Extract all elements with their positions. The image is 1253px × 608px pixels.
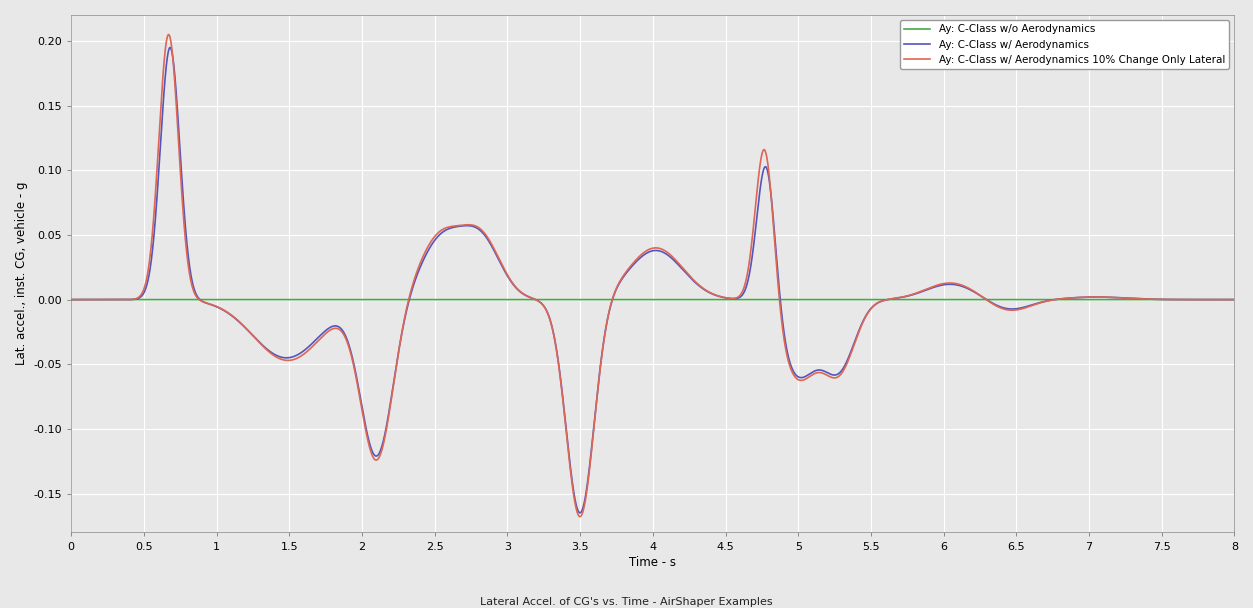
Ay: C-Class w/o Aerodynamics: (4.73, 0): C-Class w/o Aerodynamics: (4.73, 0)	[752, 296, 767, 303]
Ay: C-Class w/ Aerodynamics 10% Change Only Lateral: (2.9, 0.0416): C-Class w/ Aerodynamics 10% Change Only …	[485, 242, 500, 249]
Ay: C-Class w/o Aerodynamics: (0, 0): C-Class w/o Aerodynamics: (0, 0)	[64, 296, 79, 303]
Ay: C-Class w/ Aerodynamics 10% Change Only Lateral: (3.5, -0.168): C-Class w/ Aerodynamics 10% Change Only …	[573, 513, 588, 520]
Legend: Ay: C-Class w/o Aerodynamics, Ay: C-Class w/ Aerodynamics, Ay: C-Class w/ Aerody: Ay: C-Class w/o Aerodynamics, Ay: C-Clas…	[900, 20, 1229, 69]
Text: Lateral Accel. of CG's vs. Time - AirShaper Examples: Lateral Accel. of CG's vs. Time - AirSha…	[480, 597, 773, 607]
Ay: C-Class w/ Aerodynamics 10% Change Only Lateral: (5.93, 0.0103): C-Class w/ Aerodynamics 10% Change Only …	[926, 283, 941, 290]
Ay: C-Class w/o Aerodynamics: (5.93, 0): C-Class w/o Aerodynamics: (5.93, 0)	[926, 296, 941, 303]
Ay: C-Class w/ Aerodynamics 10% Change Only Lateral: (0.402, 6.93e-05): C-Class w/ Aerodynamics 10% Change Only …	[122, 296, 137, 303]
Ay: C-Class w/ Aerodynamics: (2.9, 0.0402): C-Class w/ Aerodynamics: (2.9, 0.0402)	[485, 244, 500, 251]
Ay: C-Class w/ Aerodynamics: (5.08, -0.057): C-Class w/ Aerodynamics: (5.08, -0.057)	[803, 370, 818, 377]
Ay: C-Class w/ Aerodynamics 10% Change Only Lateral: (8, 2.52e-08): C-Class w/ Aerodynamics 10% Change Only …	[1227, 296, 1242, 303]
Line: Ay: C-Class w/ Aerodynamics: Ay: C-Class w/ Aerodynamics	[71, 47, 1234, 513]
Ay: C-Class w/ Aerodynamics 10% Change Only Lateral: (4.74, 0.103): C-Class w/ Aerodynamics 10% Change Only …	[752, 163, 767, 170]
Ay: C-Class w/ Aerodynamics: (6.36, -0.0041): C-Class w/ Aerodynamics: (6.36, -0.0041)	[989, 302, 1004, 309]
Ay: C-Class w/o Aerodynamics: (0.402, 0): C-Class w/o Aerodynamics: (0.402, 0)	[122, 296, 137, 303]
Ay: C-Class w/o Aerodynamics: (2.9, 0): C-Class w/o Aerodynamics: (2.9, 0)	[485, 296, 500, 303]
X-axis label: Time - s: Time - s	[629, 556, 677, 568]
Line: Ay: C-Class w/ Aerodynamics 10% Change Only Lateral: Ay: C-Class w/ Aerodynamics 10% Change O…	[71, 35, 1234, 517]
Ay: C-Class w/ Aerodynamics: (0.68, 0.195): C-Class w/ Aerodynamics: (0.68, 0.195)	[163, 44, 178, 51]
Ay: C-Class w/ Aerodynamics 10% Change Only Lateral: (0, -8.07e-11): C-Class w/ Aerodynamics 10% Change Only …	[64, 296, 79, 303]
Ay: C-Class w/ Aerodynamics: (5.93, 0.00953): C-Class w/ Aerodynamics: (5.93, 0.00953)	[926, 284, 941, 291]
Ay: C-Class w/ Aerodynamics 10% Change Only Lateral: (0.67, 0.205): C-Class w/ Aerodynamics 10% Change Only …	[162, 31, 177, 38]
Ay: C-Class w/ Aerodynamics: (0, -1.01e-10): C-Class w/ Aerodynamics: (0, -1.01e-10)	[64, 296, 79, 303]
Ay: C-Class w/o Aerodynamics: (6.36, 0): C-Class w/o Aerodynamics: (6.36, 0)	[989, 296, 1004, 303]
Ay: C-Class w/ Aerodynamics: (4.74, 0.0834): C-Class w/ Aerodynamics: (4.74, 0.0834)	[752, 188, 767, 195]
Ay: C-Class w/ Aerodynamics: (8, 2.52e-08): C-Class w/ Aerodynamics: (8, 2.52e-08)	[1227, 296, 1242, 303]
Y-axis label: Lat. accel., inst. CG, vehicle - g: Lat. accel., inst. CG, vehicle - g	[15, 182, 28, 365]
Ay: C-Class w/ Aerodynamics: (0.402, 3.53e-05): C-Class w/ Aerodynamics: (0.402, 3.53e-0…	[122, 296, 137, 303]
Ay: C-Class w/o Aerodynamics: (8, 0): C-Class w/o Aerodynamics: (8, 0)	[1227, 296, 1242, 303]
Ay: C-Class w/o Aerodynamics: (5.08, 0): C-Class w/o Aerodynamics: (5.08, 0)	[803, 296, 818, 303]
Ay: C-Class w/ Aerodynamics 10% Change Only Lateral: (6.36, -0.00471): C-Class w/ Aerodynamics 10% Change Only …	[989, 302, 1004, 309]
Ay: C-Class w/ Aerodynamics 10% Change Only Lateral: (5.08, -0.059): C-Class w/ Aerodynamics 10% Change Only …	[803, 372, 818, 379]
Ay: C-Class w/ Aerodynamics: (3.5, -0.165): C-Class w/ Aerodynamics: (3.5, -0.165)	[573, 509, 588, 516]
